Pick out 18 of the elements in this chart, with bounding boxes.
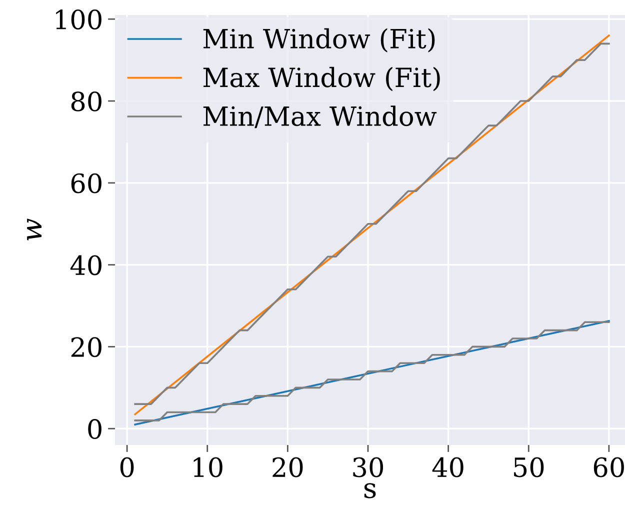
y-tick-label: 40 <box>70 255 102 276</box>
x-tick-label: 60 <box>594 457 624 478</box>
y-tick-label: 60 <box>71 173 102 194</box>
x-tick-label: 20 <box>272 457 303 478</box>
x-tick-label: 40 <box>432 457 464 478</box>
y-tick-label: 100 <box>56 10 102 30</box>
x-tick-label: 30 <box>353 457 384 478</box>
x-axis-title: s <box>364 483 376 498</box>
x-tick-label: 50 <box>514 457 544 478</box>
y-tick-label: 0 <box>88 419 102 440</box>
legend-label: Max Window (Fit) <box>203 66 440 92</box>
legend-label: Min Window (Fit) <box>203 28 435 52</box>
y-tick-label: 20 <box>71 337 102 358</box>
y-axis-title: w <box>27 218 42 240</box>
x-tick-label: 10 <box>194 457 222 478</box>
x-tick-label: 0 <box>120 457 134 478</box>
y-tick-label: 80 <box>71 91 102 112</box>
legend-label: Min/Max Window <box>203 106 437 128</box>
